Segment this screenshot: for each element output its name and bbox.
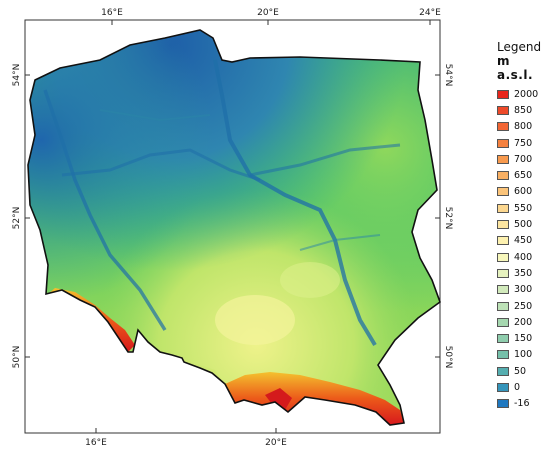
legend-item: 2000: [497, 86, 549, 102]
legend-label: 200: [514, 316, 533, 328]
legend-label: 650: [514, 170, 533, 182]
top-tick-20e: 20°E: [257, 8, 279, 18]
legend-item: 600: [497, 184, 549, 200]
legend-label: 2000: [514, 88, 539, 100]
legend-label: 850: [514, 104, 533, 116]
legend-label: 100: [514, 349, 533, 361]
legend-label: 0: [514, 381, 521, 393]
legend-item: 550: [497, 200, 549, 216]
frame-ticks: [25, 20, 440, 433]
map-border: [24, 19, 441, 434]
legend-label: 750: [514, 137, 533, 149]
bottom-tick-20e: 20°E: [265, 438, 287, 448]
legend-swatch: [497, 89, 509, 99]
legend-swatch: [497, 220, 509, 230]
legend-label: 550: [514, 202, 533, 214]
legend-item: 450: [497, 233, 549, 249]
legend-label: 800: [514, 121, 533, 133]
legend-item: 200: [497, 314, 549, 330]
country-border: [27, 29, 441, 426]
legend-swatch: [497, 334, 509, 344]
bug-river: [249, 143, 401, 177]
legend-label: 450: [514, 235, 533, 247]
legend-item: 100: [497, 347, 549, 363]
vistula-river: [213, 59, 377, 347]
legend-swatch: [497, 317, 509, 327]
legend-item: 300: [497, 282, 549, 298]
legend-swatch: [497, 236, 509, 246]
legend-swatch: [497, 122, 509, 132]
poland-terrain: [28, 30, 440, 425]
legend-item: 800: [497, 119, 549, 135]
legend-item: 350: [497, 265, 549, 281]
legend-swatch: [497, 350, 509, 360]
legend-item: 150: [497, 330, 549, 346]
bottom-tick-16e: 16°E: [85, 438, 107, 448]
legend-label: 600: [514, 186, 533, 198]
legend-label: 300: [514, 284, 533, 296]
legend-swatch: [497, 268, 509, 278]
legend-item: 750: [497, 135, 549, 151]
legend-items: 2000 850 800 750 700 650 600 550 500 450 400 350 300…: [497, 86, 549, 412]
legend-label: -16: [514, 398, 530, 410]
legend-swatch: [497, 105, 509, 115]
legend-swatch: [497, 252, 509, 262]
legend-item: 850: [497, 102, 549, 118]
right-tick-50n: 50°N: [443, 346, 453, 369]
warta-river: [61, 148, 261, 182]
legend-swatch: [497, 187, 509, 197]
carpathian-mountains: [225, 372, 404, 425]
legend-swatch: [497, 138, 509, 148]
legend-swatch: [497, 399, 509, 409]
legend: Legend m a.s.l. 2000 850 800 750 700 650 600 55…: [497, 40, 549, 412]
top-tick-24e: 24°E: [419, 8, 441, 18]
legend-label: 700: [514, 153, 533, 165]
legend-swatch: [497, 301, 509, 311]
legend-label: 150: [514, 333, 533, 345]
right-tick-54n: 54°N: [443, 64, 453, 87]
legend-item: 700: [497, 151, 549, 167]
legend-label: 400: [514, 251, 533, 263]
legend-swatch: [497, 203, 509, 213]
legend-label: 350: [514, 267, 533, 279]
left-tick-50n: 50°N: [12, 346, 22, 369]
legend-item: 0: [497, 379, 549, 395]
oder-river: [43, 89, 167, 331]
left-tick-54n: 54°N: [12, 64, 22, 87]
krakow-upland: [215, 295, 295, 345]
legend-item: 50: [497, 363, 549, 379]
legend-swatch: [497, 285, 509, 295]
legend-subtitle: m a.s.l.: [497, 54, 534, 82]
legend-item: 650: [497, 167, 549, 183]
legend-label: 500: [514, 219, 533, 231]
legend-swatch: [497, 154, 509, 164]
top-tick-16e: 16°E: [101, 8, 123, 18]
legend-item: 250: [497, 298, 549, 314]
right-tick-52n: 52°N: [443, 207, 453, 230]
legend-item: 500: [497, 216, 549, 232]
legend-label: 50: [514, 365, 527, 377]
legend-item: 400: [497, 249, 549, 265]
legend-swatch: [497, 171, 509, 181]
legend-swatch: [497, 366, 509, 376]
legend-title: Legend: [497, 40, 542, 54]
legend-swatch: [497, 382, 509, 392]
legend-item: -16: [497, 396, 549, 412]
left-tick-52n: 52°N: [12, 207, 22, 230]
legend-label: 250: [514, 300, 533, 312]
